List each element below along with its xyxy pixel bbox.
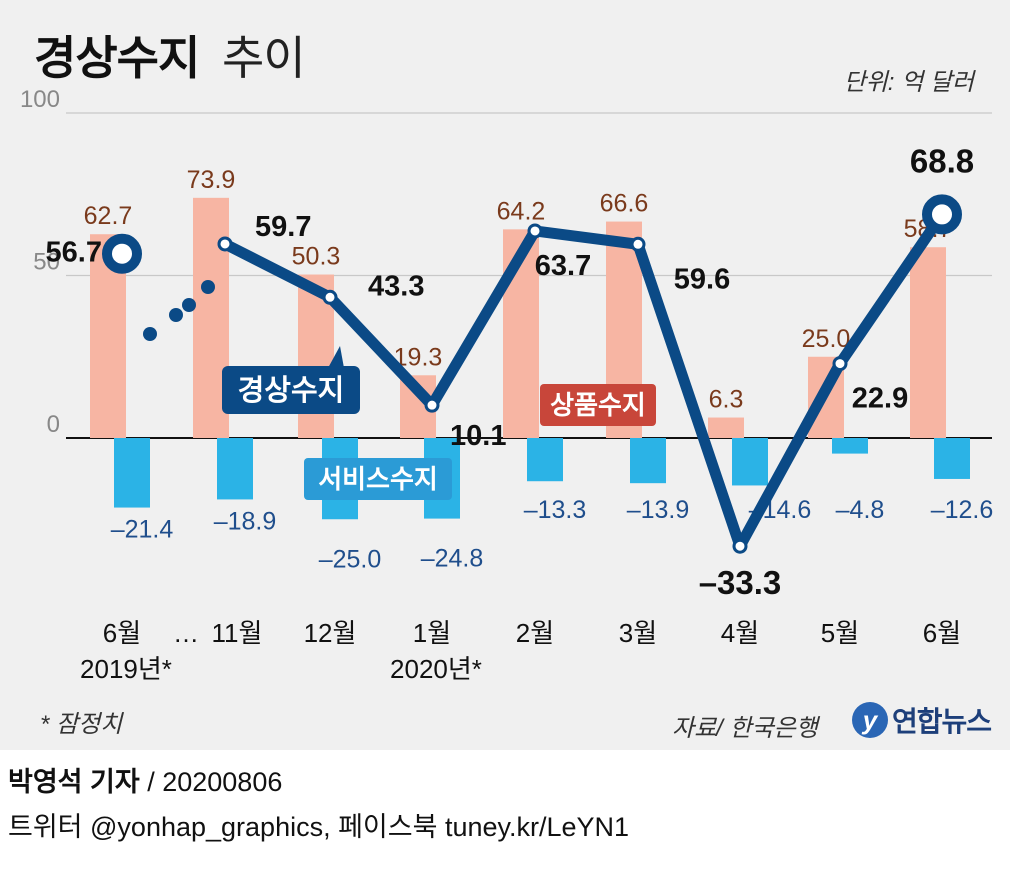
chart-subtitle: 추이 <box>222 32 306 84</box>
services-value-label: –25.0 <box>319 545 382 573</box>
goods-value-label: 66.6 <box>600 190 649 218</box>
services-value-label: –4.8 <box>836 496 885 524</box>
current-account-line <box>219 208 948 552</box>
x-tick-label: 3월 <box>619 618 657 648</box>
current-account-value-label: –33.3 <box>699 564 782 601</box>
services-bar <box>114 438 150 508</box>
goods-tag-label: 상품수지 <box>550 390 646 420</box>
services-tag-box <box>304 458 452 500</box>
unit-label: 단위: 억 달러 <box>843 69 974 96</box>
goods-value-label: 25.0 <box>802 325 851 353</box>
services-value-label: –21.4 <box>111 516 174 544</box>
x-tick-label: 5월 <box>821 618 859 648</box>
yonhap-logo: y 연합뉴스 <box>852 700 992 740</box>
y-tick-label: 100 <box>20 86 60 113</box>
current-account-point <box>424 397 440 413</box>
x-tick-label: 2월 <box>516 618 554 648</box>
services-value-label: –12.6 <box>931 496 994 524</box>
current-account-point <box>527 223 543 239</box>
x-tick-sublabel: 2019년* <box>80 654 172 684</box>
services-bar <box>527 438 563 482</box>
current-account-value-label: 59.7 <box>255 211 311 243</box>
current-account-tag-box <box>222 366 360 414</box>
current-account-point <box>732 538 748 554</box>
services-value-label: –24.8 <box>421 545 484 573</box>
current-account-value-label: 10.1 <box>450 420 506 452</box>
current-account-point <box>832 356 848 372</box>
goods-value-label: 64.2 <box>497 197 546 225</box>
y-tick-label: 0 <box>47 411 60 438</box>
y-tick-label: 50 <box>33 249 60 276</box>
goods-bar <box>708 417 744 438</box>
x-tick-label: 6월 <box>103 618 141 648</box>
services-tag-label: 서비스수지 <box>318 464 438 494</box>
services-value-label: –13.9 <box>627 496 690 524</box>
current-account-value-label: 56.7 <box>46 237 102 269</box>
gap-connector-dot <box>143 327 157 341</box>
current-account-point <box>102 233 142 274</box>
x-tick-label: 11월 <box>212 618 263 648</box>
goods-tag-box <box>540 384 656 426</box>
chart-title: 경상수지 <box>34 32 200 84</box>
goods-value-label: 50.3 <box>292 243 341 271</box>
current-account-point <box>630 236 646 252</box>
current-account-value-label: 59.6 <box>674 263 730 295</box>
goods-value-label: 6.3 <box>709 386 744 414</box>
x-axis-gap-marker: … <box>173 618 199 648</box>
current-account-point <box>922 194 962 235</box>
services-bar <box>630 438 666 484</box>
current-account-value-label: 43.3 <box>368 270 424 302</box>
gap-connector-dot <box>182 298 196 312</box>
gap-connector-dot <box>169 308 183 322</box>
x-tick-label: 4월 <box>721 618 759 648</box>
gap-connector-dot <box>201 280 215 294</box>
social-links: 트위터 @yonhap_graphics, 페이스북 tuney.kr/LeYN… <box>8 812 630 842</box>
current-account-tag-pointer <box>328 346 344 368</box>
yonhap-logo-icon: y <box>852 702 888 738</box>
footnote: * 잠정치 <box>40 711 123 738</box>
current-account-point <box>217 236 233 252</box>
goods-value-label: 62.7 <box>84 202 133 230</box>
services-value-label: –18.9 <box>214 507 277 535</box>
goods-bar <box>910 247 946 438</box>
byline-date: / 20200806 <box>147 767 283 797</box>
services-bar <box>732 438 768 486</box>
current-account-value-label: 68.8 <box>910 142 974 179</box>
current-account-tag-label: 경상수지 <box>238 374 345 407</box>
goods-value-label: 73.9 <box>187 166 236 194</box>
byline: 박영석 기자 / 20200806 <box>8 760 282 799</box>
current-account-value-label: 63.7 <box>535 250 591 282</box>
source-label: 자료/ 한국은행 <box>672 715 818 742</box>
current-account-tag <box>222 346 360 414</box>
x-tick-sublabel: 2020년* <box>390 654 482 684</box>
x-tick-label: 1월 <box>413 618 451 648</box>
services-bar <box>934 438 970 479</box>
current-account-value-label: 22.9 <box>852 383 908 415</box>
x-tick-label: 12월 <box>304 618 357 648</box>
services-bar <box>217 438 253 500</box>
byline-author: 박영석 기자 <box>8 767 140 797</box>
current-account-point <box>322 289 338 305</box>
x-tick-label: 6월 <box>923 618 961 648</box>
yonhap-logo-text: 연합뉴스 <box>892 706 992 737</box>
services-bar <box>832 438 868 454</box>
services-value-label: –13.3 <box>524 496 587 524</box>
